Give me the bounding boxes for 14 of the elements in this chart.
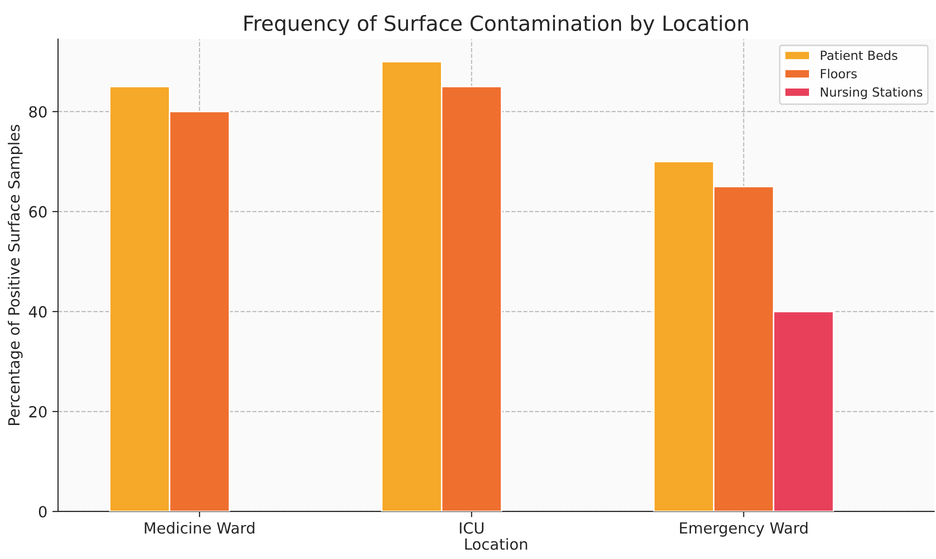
legend-label: Floors <box>820 68 857 78</box>
x-tick-label: Medicine Ward <box>144 522 254 534</box>
legend-label: Patient Beds <box>820 50 898 60</box>
x-tick-label: ICU <box>460 522 484 534</box>
x-axis-title: Location <box>465 538 528 550</box>
y-tick-label: 20 <box>29 406 47 418</box>
y-tick-label: 60 <box>29 206 47 218</box>
y-axis-title: Percentage of Positive Surface Samples <box>8 124 23 426</box>
y-tick-label: 80 <box>29 106 47 118</box>
legend-label: Nursing Stations <box>820 87 922 100</box>
x-tick-label: Emergency Ward <box>680 522 808 537</box>
y-tick-label: 0 <box>38 506 47 518</box>
y-tick-label: 40 <box>28 306 47 318</box>
chart-title: Frequency of Surface Contamination by Location <box>244 14 748 36</box>
